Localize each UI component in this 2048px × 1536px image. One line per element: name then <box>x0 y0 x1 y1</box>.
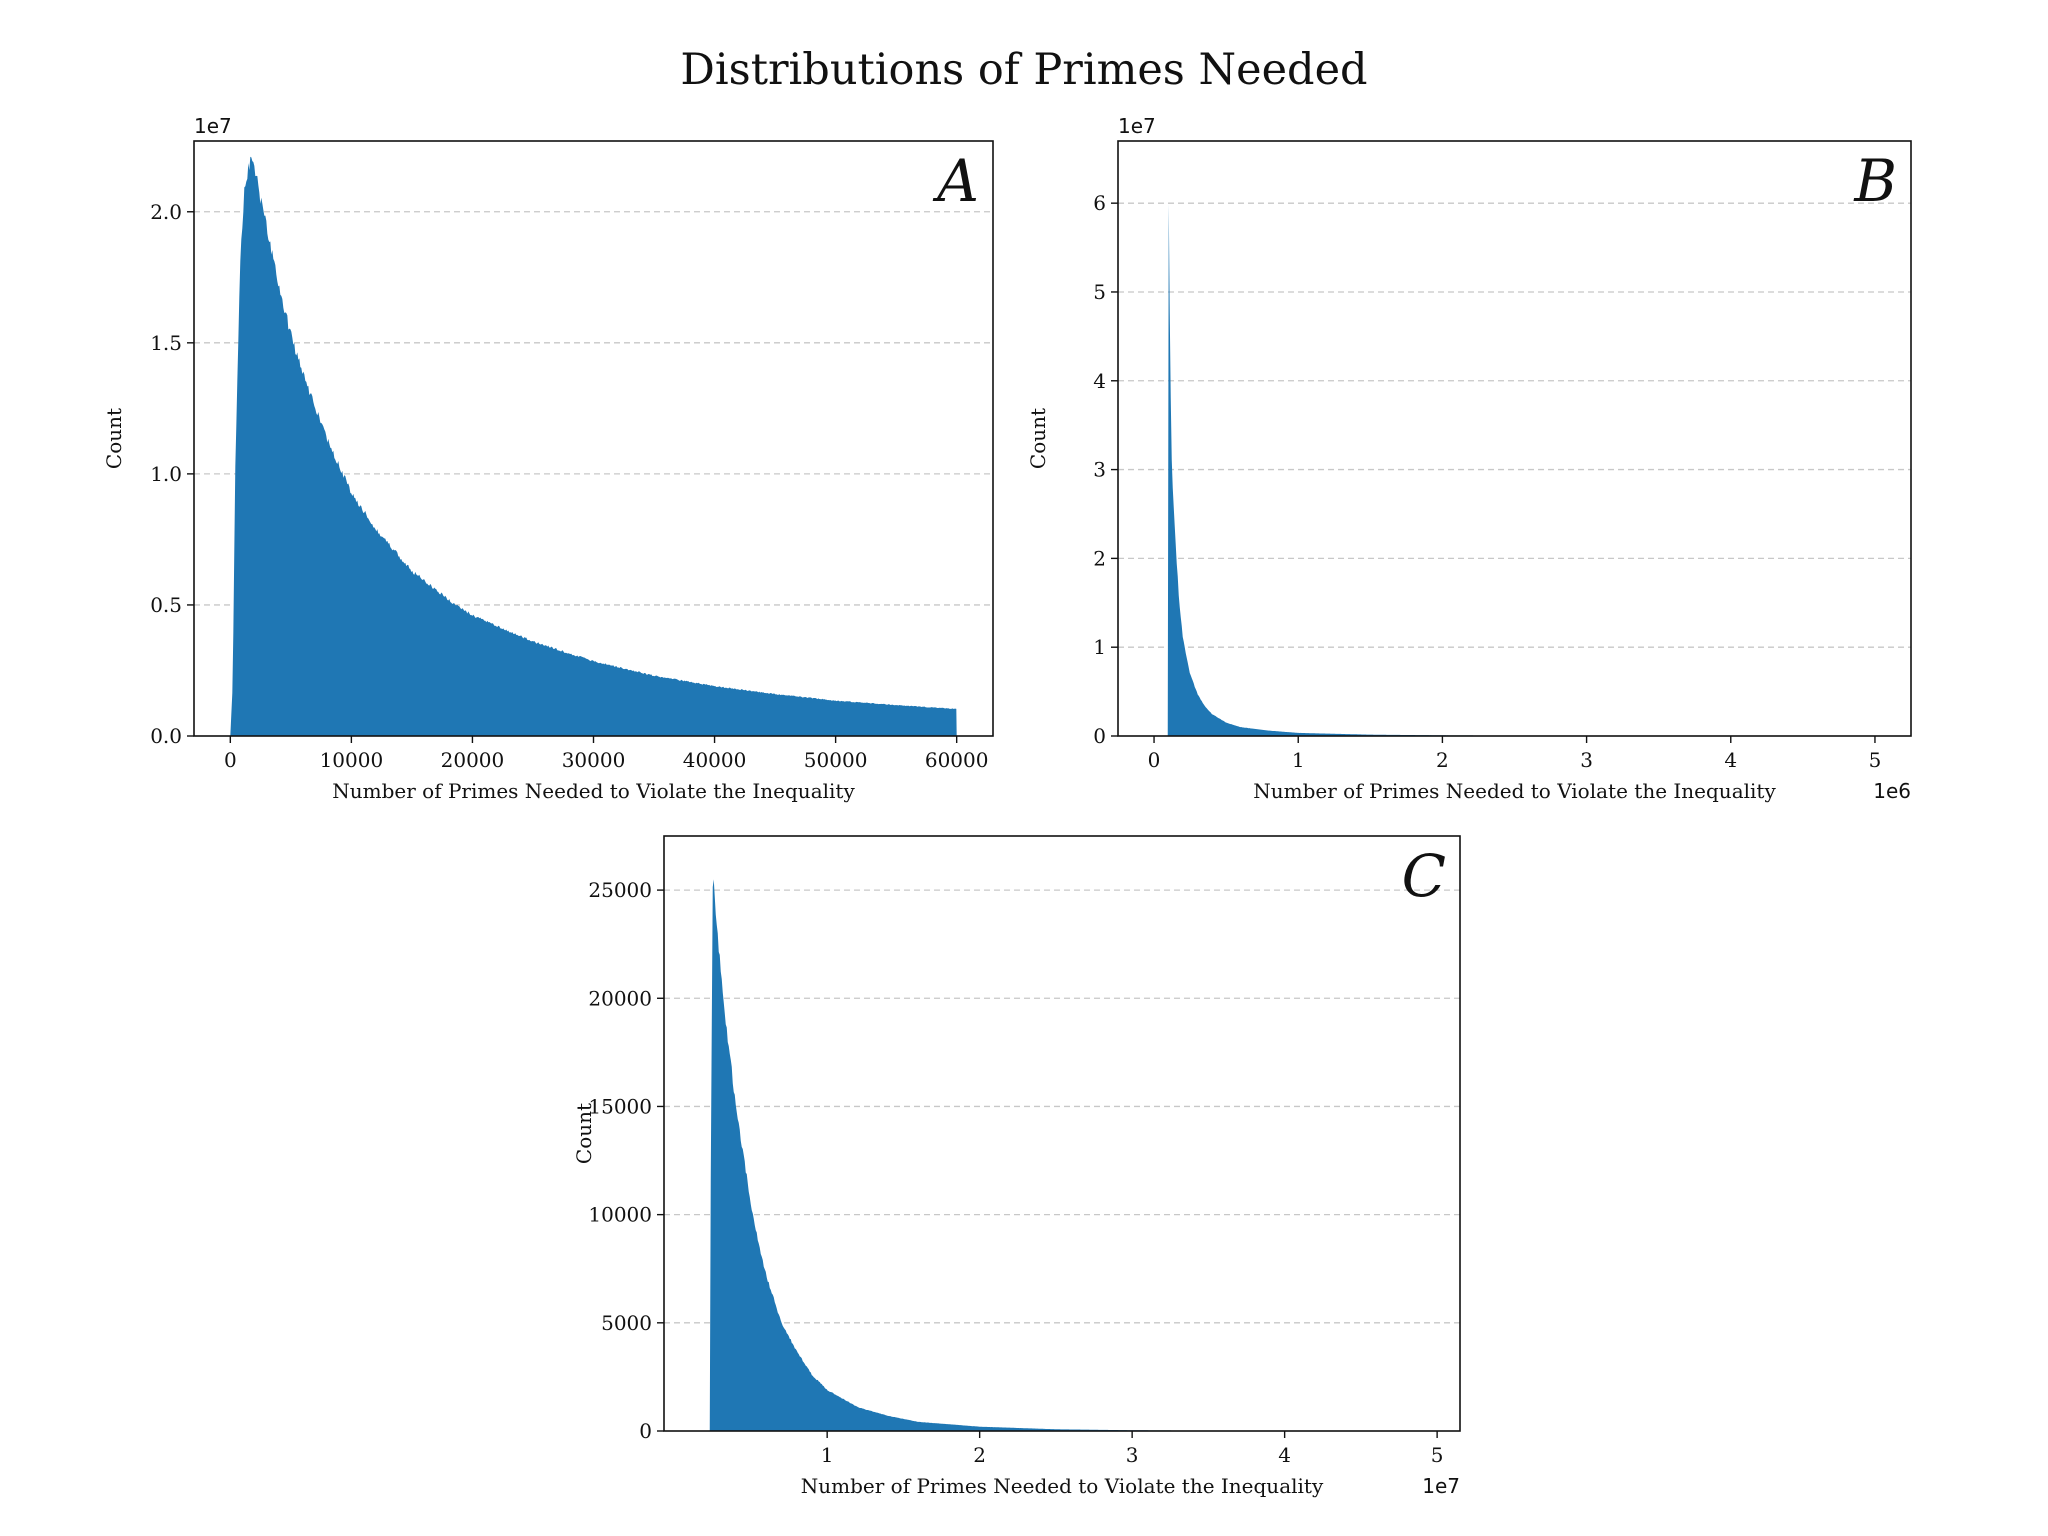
x-tick-label: 3 <box>1580 748 1593 772</box>
x-tick-label: 10000 <box>320 748 384 772</box>
panel-a-x-axis-label: Number of Primes Needed to Violate the I… <box>332 779 855 803</box>
panel-b-axes-frame <box>1117 140 1912 737</box>
y-tick-label: 6 <box>1093 191 1106 215</box>
y-tick-label: 5 <box>1093 280 1106 304</box>
x-tick-label: 5 <box>1869 748 1882 772</box>
y-tick-label: 1.5 <box>150 331 182 355</box>
x-tick-label: 1 <box>1292 748 1305 772</box>
x-tick-label: 2 <box>1436 748 1449 772</box>
x-tick-label: 40000 <box>683 748 747 772</box>
y-tick-label: 15000 <box>588 1094 652 1118</box>
y-tick-label: 0.0 <box>150 724 182 748</box>
panel-b-label: B <box>1853 147 1897 215</box>
x-tick-label: 0 <box>1148 748 1161 772</box>
panel-a-label: A <box>932 147 979 215</box>
x-tick-label: 0 <box>224 748 237 772</box>
panel-b-y-axis-label: Count <box>1026 408 1050 469</box>
x-tick-label: 50000 <box>804 748 868 772</box>
panel-c-y-axis-label: Count <box>572 1103 596 1164</box>
y-tick-label: 20000 <box>588 986 652 1010</box>
panel-c-label: C <box>1402 842 1446 910</box>
y-tick-label: 2.0 <box>150 200 182 224</box>
y-tick-label: 4 <box>1093 369 1106 393</box>
panel-b-y-multiplier: 1e7 <box>1118 114 1156 138</box>
y-tick-label: 0 <box>1093 724 1106 748</box>
x-tick-label: 30000 <box>562 748 626 772</box>
figure-title: Distributions of Primes Needed <box>680 45 1367 95</box>
y-tick-label: 0 <box>639 1419 652 1443</box>
panel-b-gridlines <box>1118 202 1911 648</box>
x-tick-label: 4 <box>1278 1443 1291 1467</box>
y-tick-label: 10000 <box>588 1203 652 1227</box>
y-tick-label: 1 <box>1093 635 1106 659</box>
x-tick-label: 5 <box>1431 1443 1444 1467</box>
x-tick-label: 3 <box>1126 1443 1139 1467</box>
panel-c-gridlines <box>664 889 1460 1324</box>
y-tick-label: 0.5 <box>150 593 182 617</box>
x-tick-label: 60000 <box>925 748 989 772</box>
panel-a-ticks: 0 10000 20000 30000 40000 50000 60000 0.0 0.5 1.0… <box>150 200 988 772</box>
panel-c-x-multiplier: 1e7 <box>1422 1474 1460 1498</box>
panel-a-y-multiplier: 1e7 <box>194 114 232 138</box>
y-tick-label: 3 <box>1093 458 1106 482</box>
panel-a-histogram-bars <box>230 156 957 737</box>
x-tick-label: 4 <box>1724 748 1737 772</box>
panel-b-ticks: 0 1 2 3 4 5 0 1 2 3 4 5 6 <box>1093 191 1881 772</box>
panel-c-x-axis-label: Number of Primes Needed to Violate the I… <box>801 1474 1324 1498</box>
panel-a-y-axis-label: Count <box>102 408 126 469</box>
panel-b-x-multiplier: 1e6 <box>1873 779 1911 803</box>
y-tick-label: 2 <box>1093 546 1106 570</box>
y-tick-label: 1.0 <box>150 462 182 486</box>
x-tick-label: 1 <box>821 1443 834 1467</box>
y-tick-label: 25000 <box>588 878 652 902</box>
x-tick-label: 20000 <box>441 748 505 772</box>
panel-c-histogram-bars <box>709 879 1438 1431</box>
panel-c-ticks: 1 2 3 4 5 0 5000 10000 15000 20000 25000 <box>588 878 1443 1467</box>
y-tick-label: 5000 <box>601 1311 652 1335</box>
panel-c: 1 2 3 4 5 0 5000 10000 15000 20000 25000 C Number … <box>572 835 1461 1498</box>
panel-b-x-axis-label: Number of Primes Needed to Violate the I… <box>1253 779 1776 803</box>
x-tick-label: 2 <box>973 1443 986 1467</box>
panel-c-axes-frame <box>663 835 1461 1432</box>
panel-b: 0 1 2 3 4 5 0 1 2 3 4 5 6 B Number of Primes Needed … <box>1026 114 1912 803</box>
panel-a: 0 10000 20000 30000 40000 50000 60000 0.0 0.5 1.0… <box>102 114 994 803</box>
